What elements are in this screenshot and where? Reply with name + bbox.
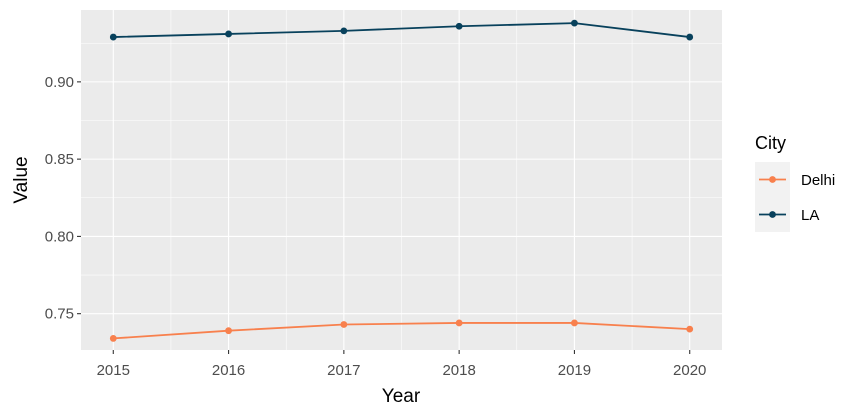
series-layer xyxy=(109,19,694,342)
x-axis-title: Year xyxy=(382,386,421,407)
data-point-la xyxy=(455,22,463,30)
data-point-delhi xyxy=(225,327,232,335)
y-tick-label: 0.90 xyxy=(45,74,74,91)
legend-title: City xyxy=(755,133,786,153)
series-line-la xyxy=(113,22,690,38)
x-tick-label: 2018 xyxy=(442,362,475,379)
data-point-la xyxy=(340,27,348,35)
legend-key-point-delhi xyxy=(769,176,776,183)
y-tick-label: 0.80 xyxy=(45,228,74,245)
y-tick-labels: 0.75 0.80 0.85 0.90 xyxy=(45,74,74,323)
data-point-la xyxy=(686,33,694,41)
major-gridlines xyxy=(81,10,722,350)
x-tick-label: 2016 xyxy=(212,362,245,379)
y-axis-title: Value xyxy=(11,156,32,203)
data-point-delhi xyxy=(109,335,117,342)
axis-ticks xyxy=(77,81,691,354)
legend-label-la: LA xyxy=(801,207,819,224)
data-point-delhi xyxy=(571,319,578,327)
legend-keys xyxy=(759,176,786,218)
legend-label-delhi: Delhi xyxy=(801,172,835,189)
legend-key-point-la xyxy=(769,211,776,218)
series-line-delhi xyxy=(113,322,690,340)
x-tick-label: 2020 xyxy=(673,362,706,379)
y-tick-label: 0.85 xyxy=(45,151,74,168)
data-point-la xyxy=(109,33,117,41)
y-tick-label: 0.75 xyxy=(45,306,74,323)
x-tick-label: 2015 xyxy=(97,362,130,379)
data-point-la xyxy=(225,30,232,38)
data-point-la xyxy=(571,19,578,27)
data-point-delhi xyxy=(340,321,348,328)
x-tick-labels: 2015 2016 2017 2018 2019 2020 xyxy=(97,362,707,379)
minor-gridlines xyxy=(81,10,722,350)
data-point-delhi xyxy=(455,319,463,327)
x-tick-label: 2019 xyxy=(558,362,591,379)
legend: City Delhi LA xyxy=(755,133,835,232)
data-point-delhi xyxy=(686,325,694,333)
x-tick-label: 2017 xyxy=(327,362,360,379)
